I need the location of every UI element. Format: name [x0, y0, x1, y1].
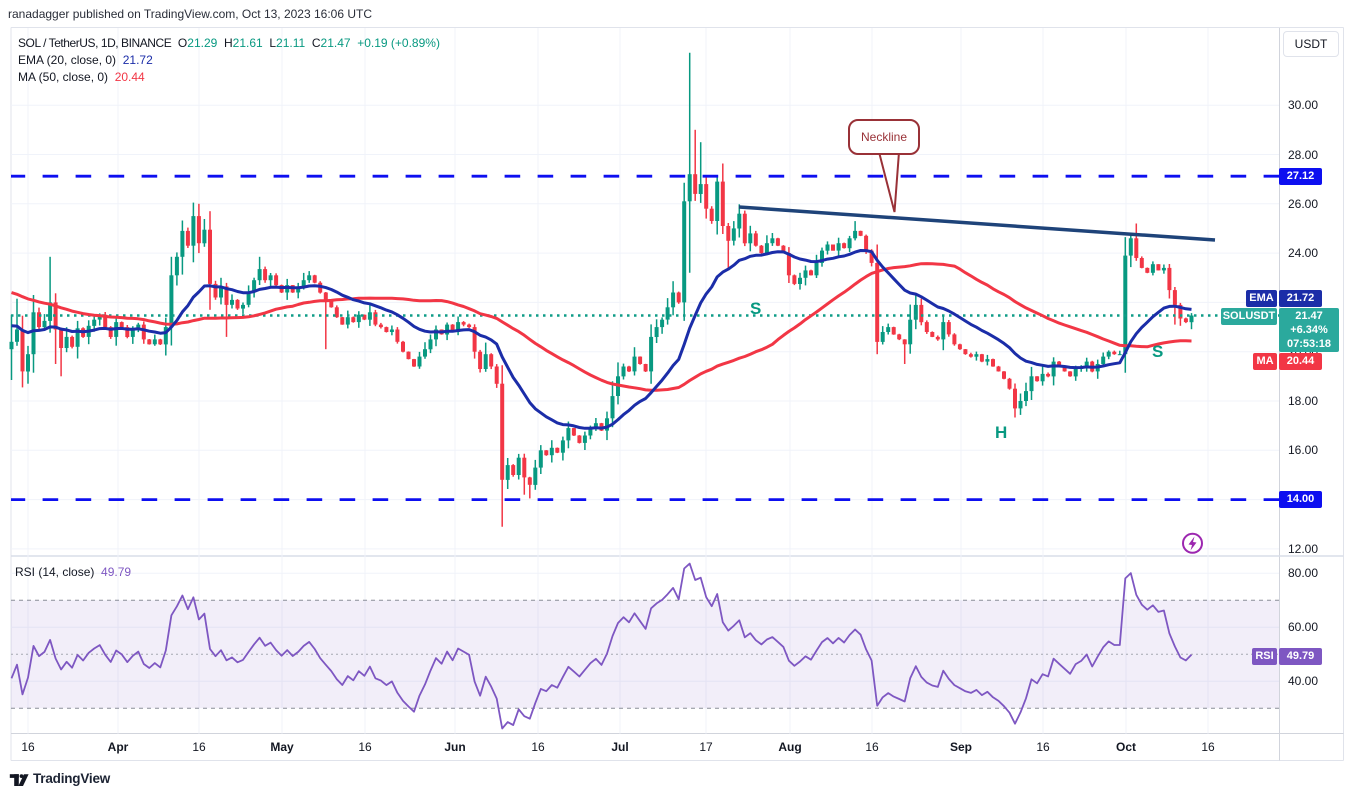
svg-text:Neckline: Neckline	[861, 130, 907, 144]
